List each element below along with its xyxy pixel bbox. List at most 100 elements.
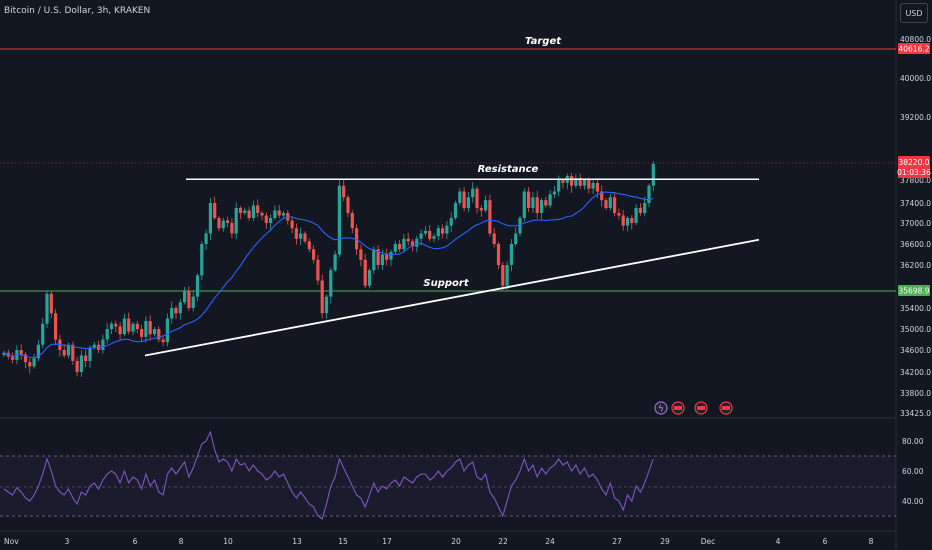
time-tick-label: 6 bbox=[823, 537, 828, 546]
candle bbox=[204, 233, 208, 244]
lightning-event-icon[interactable] bbox=[654, 401, 668, 415]
candle bbox=[501, 265, 505, 286]
price-tick-label: 37400.0 bbox=[900, 199, 931, 208]
candle bbox=[355, 228, 359, 250]
currency-button[interactable]: USD bbox=[900, 3, 928, 23]
us-flag-glyph bbox=[674, 406, 682, 410]
candle bbox=[152, 329, 157, 335]
candle bbox=[561, 180, 565, 183]
candle bbox=[273, 210, 277, 218]
candle bbox=[140, 329, 144, 337]
candle bbox=[402, 238, 406, 250]
candle bbox=[346, 197, 350, 213]
support-price-tag: 35698.9 bbox=[898, 285, 930, 296]
price-tick-label: 36600.0 bbox=[900, 240, 931, 249]
candle bbox=[535, 197, 539, 213]
candle bbox=[221, 220, 225, 229]
candle bbox=[131, 323, 135, 332]
candle bbox=[363, 259, 367, 286]
candle bbox=[45, 293, 49, 324]
candle bbox=[445, 225, 449, 234]
price-tick-label: 39200.0 bbox=[900, 113, 931, 122]
candle bbox=[324, 296, 329, 314]
candle bbox=[617, 213, 621, 216]
svg-text:35698.9: 35698.9 bbox=[898, 287, 929, 296]
time-tick-label: 22 bbox=[498, 537, 508, 546]
candle bbox=[389, 251, 393, 260]
candle bbox=[320, 280, 324, 314]
resistance-annotation: Resistance bbox=[478, 164, 539, 175]
price-tick-label: 33425.0 bbox=[900, 409, 931, 418]
current-price-tag: 38220.0 01:03:36 bbox=[897, 156, 931, 178]
candle bbox=[578, 177, 582, 186]
candle bbox=[479, 208, 483, 211]
rsi-tick-label: 80.00 bbox=[902, 437, 924, 446]
target-price-tag: 40616.2 bbox=[898, 43, 930, 54]
candle bbox=[552, 191, 556, 195]
candle bbox=[36, 344, 40, 359]
candle bbox=[303, 233, 307, 242]
candle bbox=[178, 302, 182, 314]
us-flag-glyph bbox=[697, 406, 705, 410]
rsi-tick-label: 60.00 bbox=[902, 467, 924, 476]
candle bbox=[548, 194, 552, 206]
time-tick-label: Dec bbox=[701, 537, 716, 546]
candle bbox=[118, 326, 122, 335]
candle bbox=[428, 230, 432, 239]
rsi-line bbox=[3, 430, 654, 520]
candle bbox=[114, 323, 118, 327]
target-annotation: Target bbox=[525, 36, 562, 47]
candle bbox=[415, 238, 419, 247]
price-tick-label: 36200.0 bbox=[900, 261, 931, 270]
candle bbox=[380, 254, 384, 265]
candle bbox=[449, 218, 453, 226]
candle bbox=[647, 185, 651, 203]
candle bbox=[591, 182, 595, 189]
candle bbox=[514, 233, 518, 244]
price-tick-label: 37000.0 bbox=[900, 219, 931, 228]
candle bbox=[423, 230, 427, 234]
svg-text:40616.2: 40616.2 bbox=[898, 45, 929, 54]
candle bbox=[230, 223, 234, 234]
candle bbox=[183, 290, 187, 303]
candle bbox=[333, 254, 337, 271]
candle bbox=[226, 220, 230, 223]
candle bbox=[290, 220, 294, 229]
candle bbox=[527, 191, 531, 208]
candle bbox=[372, 249, 376, 271]
candle bbox=[234, 208, 238, 234]
candle bbox=[101, 339, 105, 350]
candle bbox=[165, 318, 169, 343]
candle bbox=[105, 329, 109, 340]
candle bbox=[544, 200, 548, 206]
candle bbox=[260, 213, 264, 216]
time-axis[interactable]: Nov 3 6 8 10 13 15 17 20 22 24 27 29 Dec 4 6 8 bbox=[4, 537, 874, 546]
moving-average-line bbox=[3, 191, 654, 359]
candle bbox=[410, 241, 415, 247]
time-tick-label: 13 bbox=[292, 537, 302, 546]
candle bbox=[600, 191, 604, 201]
time-tick-label: 8 bbox=[869, 537, 874, 546]
candle bbox=[398, 244, 402, 250]
event-markers[interactable]: ϟ bbox=[654, 401, 733, 415]
price-axis[interactable]: 33425.0 33800.0 34200.0 34600.0 35000.0 35400… bbox=[900, 35, 931, 418]
candle bbox=[135, 323, 139, 329]
candle bbox=[453, 203, 458, 218]
time-tick-label: 29 bbox=[660, 537, 670, 546]
candle bbox=[496, 244, 501, 265]
candle bbox=[342, 185, 346, 198]
us-flag-glyph bbox=[722, 406, 730, 410]
candle bbox=[251, 205, 255, 218]
time-tick-label: 24 bbox=[545, 537, 555, 546]
support-trendline[interactable] bbox=[144, 238, 760, 357]
symbol-title[interactable]: Bitcoin / U.S. Dollar, 3h, KRAKEN bbox=[4, 6, 151, 16]
candle bbox=[2, 352, 6, 355]
candle bbox=[643, 203, 647, 213]
candle bbox=[359, 249, 363, 260]
rsi-axis[interactable]: 80.00 60.00 40.00 bbox=[902, 437, 924, 506]
support-annotation: Support bbox=[423, 278, 469, 289]
candle bbox=[238, 208, 243, 213]
candle bbox=[574, 177, 578, 186]
